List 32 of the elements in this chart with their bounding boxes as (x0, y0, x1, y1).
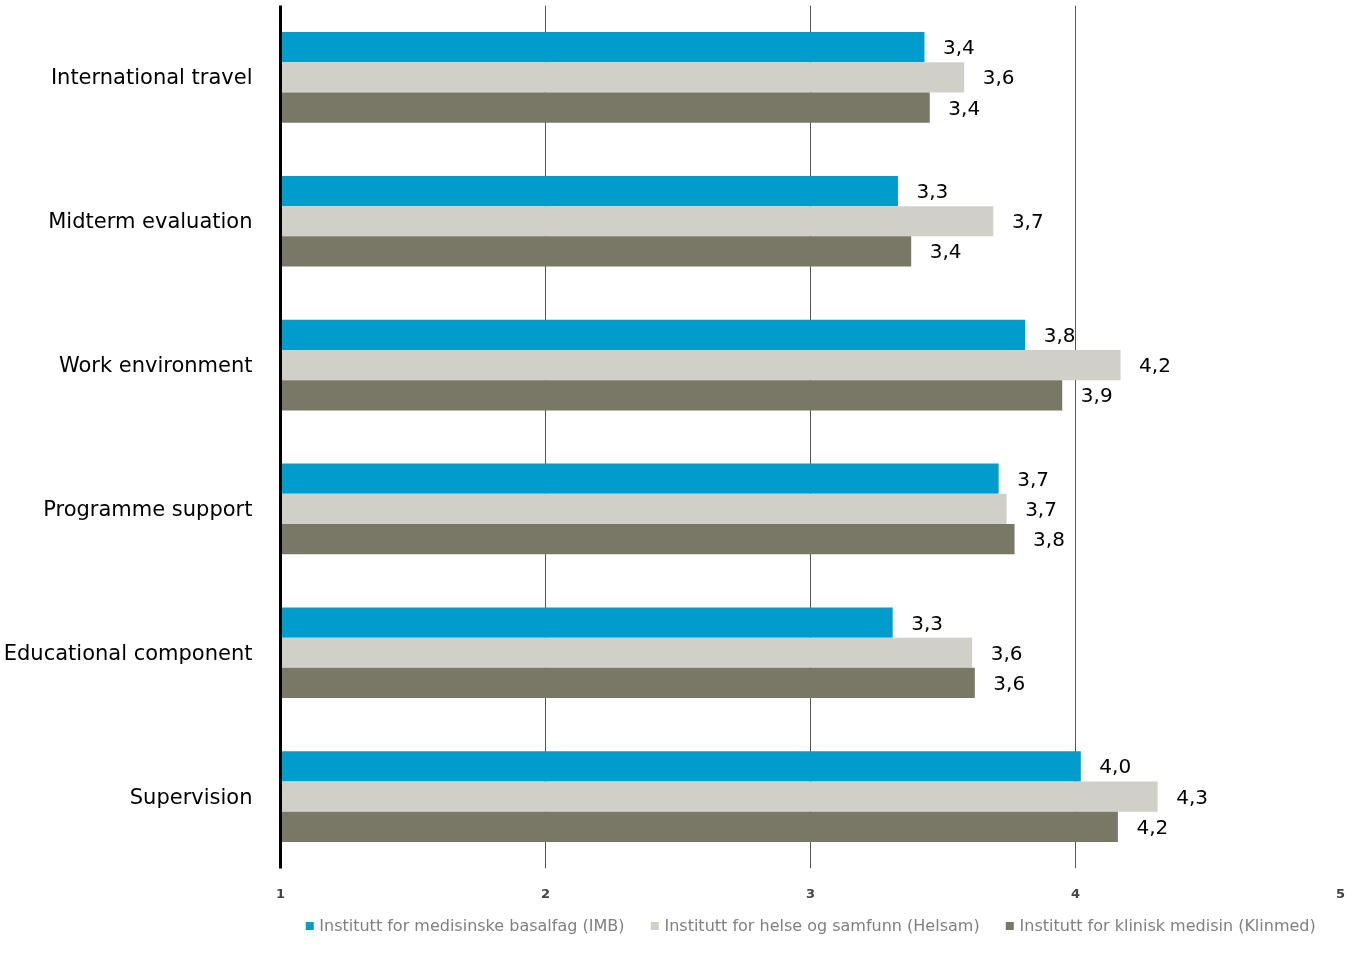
x-tick-label: 2 (540, 885, 551, 901)
x-tick-label: 4 (1070, 885, 1081, 901)
data-label: 3,7 (1011, 209, 1044, 234)
legend-label: Institutt for helse og samfunn (Helsam) (664, 915, 980, 935)
data-label: 3,7 (1017, 466, 1050, 491)
data-label: 4,2 (1136, 814, 1169, 839)
y-tick-label: Educational component (3, 640, 253, 665)
y-tick-label: Work environment (58, 353, 253, 378)
y-tick-label: Programme support (43, 496, 253, 521)
data-label: 3,4 (929, 239, 962, 264)
data-label: 3,7 (1025, 496, 1057, 521)
legend-label: Institutt for medisinske basalfag (IMB) (319, 915, 625, 935)
data-label: 3,8 (1043, 322, 1076, 347)
x-tick-label: 3 (805, 885, 816, 901)
data-label: 3,6 (993, 670, 1026, 695)
data-label: 3,6 (982, 65, 1015, 90)
data-label: 4,2 (1139, 353, 1171, 378)
y-tick-label: Supervision (129, 784, 253, 809)
data-label: 3,8 (1033, 527, 1065, 552)
data-label: 3,4 (943, 35, 975, 60)
data-label: 3,3 (911, 610, 944, 635)
data-label: 4,3 (1176, 784, 1209, 809)
y-tick-label: Midterm evaluation (48, 209, 253, 234)
data-label: 3,9 (1080, 383, 1113, 408)
legend-label: Institutt for klinisk medisin (Klinmed) (1019, 915, 1316, 935)
y-tick-label: International travel (50, 65, 253, 90)
data-label: 4,0 (1099, 754, 1132, 779)
data-label: 3,6 (990, 640, 1023, 665)
data-label: 3,4 (948, 95, 981, 120)
data-label: 3,3 (916, 179, 949, 204)
x-tick-label: 5 (1335, 885, 1346, 901)
x-tick-label: 1 (275, 885, 286, 901)
